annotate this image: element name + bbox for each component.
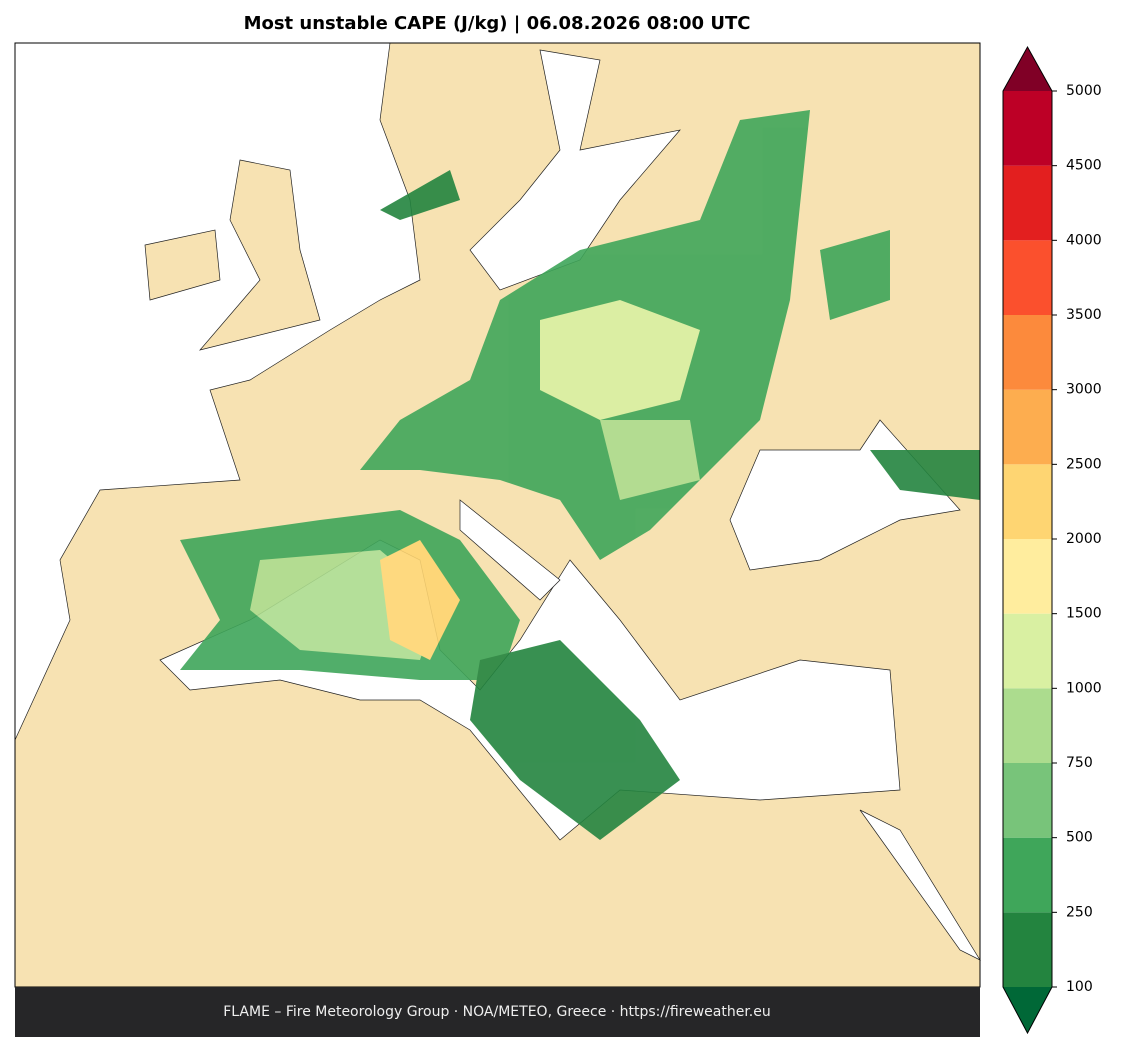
cape-field xyxy=(180,110,980,840)
cape-area xyxy=(540,300,700,420)
cape-area xyxy=(380,170,460,220)
color-band xyxy=(1003,91,1052,166)
tick-label: 100 xyxy=(1066,979,1093,995)
color-band xyxy=(1003,389,1052,465)
tick-label: 2500 xyxy=(1066,456,1102,472)
color-band xyxy=(1003,315,1052,390)
color-band xyxy=(1003,837,1052,913)
cape-area xyxy=(870,450,980,500)
footer-text: FLAME – Fire Meteorology Group · NOA/MET… xyxy=(223,1004,771,1020)
color-band xyxy=(1003,763,1052,838)
britain xyxy=(199,159,321,351)
tick-label: 250 xyxy=(1066,904,1093,920)
cape-area xyxy=(380,540,460,660)
color-band xyxy=(1003,912,1052,987)
tick-label: 1000 xyxy=(1066,680,1102,696)
tick-label: 5000 xyxy=(1066,83,1102,99)
cape-area xyxy=(470,640,680,840)
tick-label: 4500 xyxy=(1066,158,1102,174)
under-arrow xyxy=(1003,987,1052,1033)
colorbar: 100 250 500 750 1000 1500 2000 2500 3000 3500 4000… xyxy=(1002,45,1102,1035)
color-band xyxy=(1003,688,1052,763)
map-title: Most unstable CAPE (J/kg) | 06.08.2026 0… xyxy=(244,13,751,34)
tick-label: 750 xyxy=(1066,755,1093,771)
tick-label: 3500 xyxy=(1066,307,1102,323)
map xyxy=(14,42,981,988)
color-band xyxy=(1003,464,1052,539)
tick-label: 1500 xyxy=(1066,606,1102,622)
cape-area xyxy=(820,230,890,320)
tick-label: 2000 xyxy=(1066,531,1102,547)
color-band xyxy=(1003,165,1052,241)
color-band xyxy=(1003,539,1052,614)
tick-label: 500 xyxy=(1066,830,1093,846)
tick-label: 4000 xyxy=(1066,232,1102,248)
atlantic xyxy=(14,42,421,741)
over-arrow xyxy=(1003,47,1052,91)
color-band xyxy=(1003,613,1052,689)
tick-label: 3000 xyxy=(1066,382,1102,398)
cape-area xyxy=(600,420,700,500)
footer-bar xyxy=(15,987,980,1037)
adriatic xyxy=(459,499,561,601)
color-band xyxy=(1003,240,1052,315)
ireland xyxy=(144,229,221,301)
